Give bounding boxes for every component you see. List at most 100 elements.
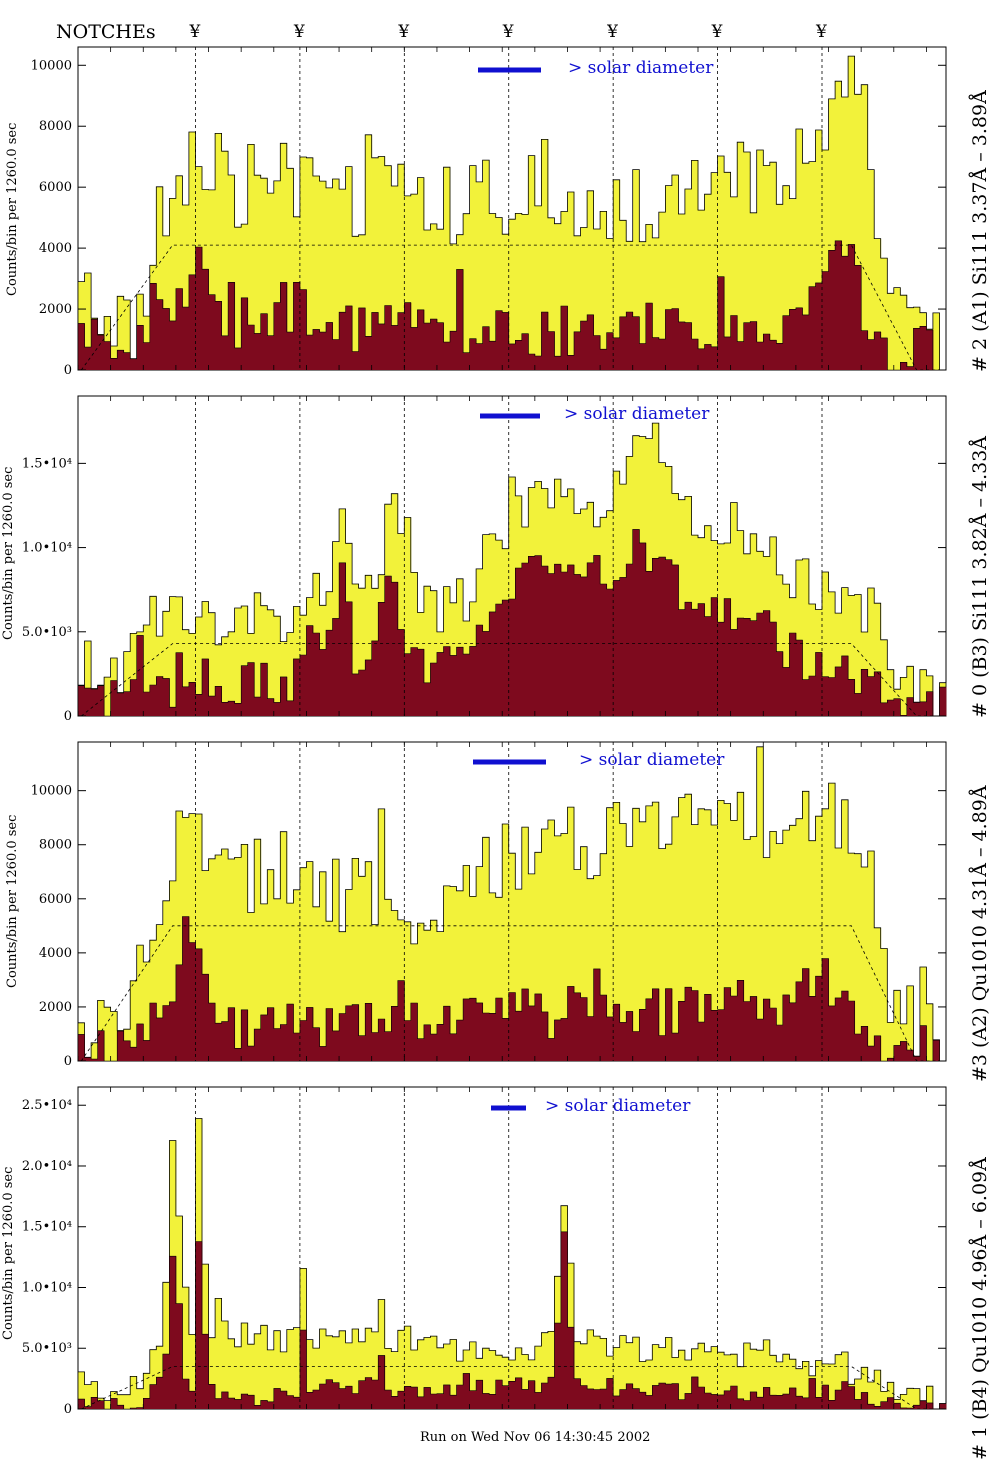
solar-bar [352,351,360,370]
total-bar [574,1341,581,1409]
total-bar [358,234,366,370]
total-bar [371,1331,379,1409]
solar-bar [880,1401,888,1409]
total-bar [789,198,797,370]
total-bar [104,1400,112,1409]
solar-bar [91,1059,98,1061]
total-bar [587,878,594,1061]
solar-bar [358,1380,366,1409]
total-bar [574,869,581,1061]
total-bar [684,794,692,1061]
total-bar [286,1329,294,1409]
total-bar [541,1332,549,1409]
total-bar [423,930,431,1061]
total-bar [698,1343,705,1409]
total-bar [848,56,856,370]
solar-bar [906,366,914,370]
solar-bar [482,1393,490,1409]
total-bar [593,1336,601,1409]
solar-bar [215,686,222,716]
total-bar [658,212,666,370]
solar-bar [430,662,438,716]
solar-bar [326,630,333,716]
solar-bar [280,1391,288,1409]
total-bar [887,1022,895,1061]
solar-bar [776,343,784,370]
total-outline [77,422,947,717]
total-bar [704,194,712,370]
solar-bar [254,1405,262,1409]
solar-bar [175,288,183,370]
total-bar [345,889,353,1061]
total-bar [326,187,333,370]
solar-bar [293,1032,301,1061]
total-bar [521,214,529,370]
solar-bar [476,1002,484,1061]
total-bar [698,808,705,1061]
solar-bar [391,325,399,370]
solar-bar [515,567,523,716]
total-bar [371,924,379,1061]
solar-bar [384,1390,392,1409]
solar-bar [560,1018,568,1061]
solar-bar [587,1388,594,1409]
solar-bar [378,323,386,370]
total-bar [365,861,373,1061]
total-bar [867,1381,875,1409]
solar-bar [756,342,764,370]
total-bar [293,1327,301,1409]
solar-bar [724,336,732,370]
solar-bar [639,343,647,370]
total-bar [874,238,882,370]
total-bar [606,238,614,370]
total-bar [769,831,777,1061]
total-bar [919,669,927,716]
solar-bar [841,1381,849,1409]
total-bar [508,853,516,1061]
y-tick-label: 10000 [31,784,72,799]
total-bar [188,131,196,370]
total-bar [221,1321,229,1409]
solar-bar [306,1392,314,1409]
solar-bar [574,1378,581,1409]
total-bar [900,1394,908,1409]
total-bar [724,1354,732,1409]
solar-bar [874,331,882,370]
y-tick-label: 4000 [39,946,72,961]
solar-bar [808,996,816,1061]
total-bar [613,802,621,1061]
total-bar [841,1352,849,1409]
total-bar [932,312,940,370]
total-bar [162,611,170,716]
total-bar [613,1347,621,1409]
solar-bar [769,1008,777,1061]
total-bar [717,800,725,1061]
solar-bar [645,571,653,716]
total-bar [835,1354,842,1409]
solar-bar [900,1041,908,1061]
total-bar [769,1355,777,1409]
total-bar [658,1347,666,1409]
total-bar [175,175,183,370]
total-bar [286,632,294,716]
solar-bar [671,564,679,716]
solar-bar [867,676,875,716]
solar-bar [443,342,451,370]
solar-bar [665,1384,673,1409]
total-bar [541,829,549,1061]
total-bar [352,858,360,1061]
total-bar [371,157,379,370]
solar-bar [136,635,144,716]
solar-bar [684,987,692,1061]
solar-bar [854,265,862,370]
total-bar [841,799,849,1061]
total-bar [182,205,190,370]
total-bar [273,1330,281,1409]
solar-bar [397,629,405,716]
total-bar [228,859,236,1061]
solar-bar [319,332,327,370]
solar-bar [619,1389,627,1409]
solar-bar [436,322,444,370]
solar-bar [841,256,849,370]
